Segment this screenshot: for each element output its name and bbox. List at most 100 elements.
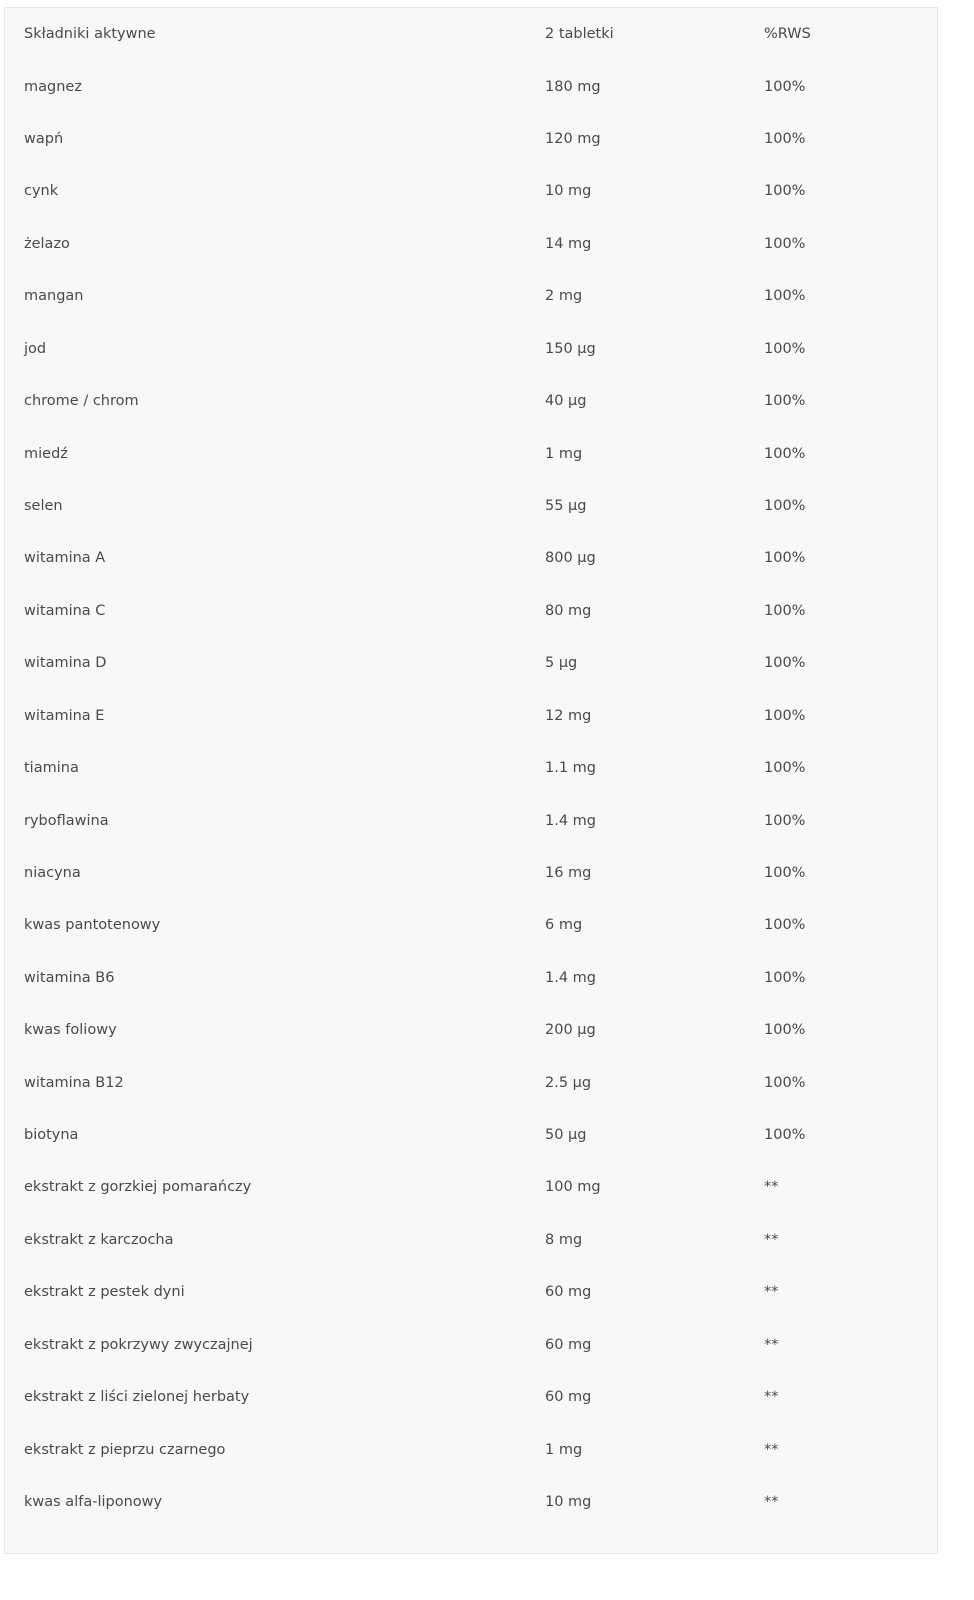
dose-cell: 60 mg	[545, 1389, 592, 1406]
dose-cell: 150 µg	[545, 340, 596, 357]
ingredient-cell: ekstrakt z pokrzywy zwyczajnej	[24, 1336, 253, 1353]
table-row: ekstrakt z liści zielonej herbaty 60 mg **	[5, 1371, 937, 1423]
ingredient-cell: witamina B12	[24, 1074, 124, 1091]
table-row: ekstrakt z pieprzu czarnego 1 mg **	[5, 1423, 937, 1475]
rws-cell: 100%	[764, 288, 806, 305]
table-header-row: Składniki aktywne 2 tabletki %RWS	[5, 8, 937, 60]
table-row: wapń 120 mg 100%	[5, 113, 937, 165]
rws-cell: 100%	[764, 235, 806, 252]
rws-cell: 100%	[764, 1022, 806, 1039]
dose-cell: 80 mg	[545, 602, 592, 619]
table-row: cynk 10 mg 100%	[5, 165, 937, 217]
rws-cell: 100%	[764, 1127, 806, 1144]
dose-cell: 60 mg	[545, 1336, 592, 1353]
rws-cell: **	[764, 1494, 779, 1511]
rws-cell: 100%	[764, 78, 806, 95]
ingredient-cell: magnez	[24, 78, 82, 95]
dose-cell: 1.4 mg	[545, 812, 596, 829]
rws-cell: 100%	[764, 969, 806, 986]
ingredient-cell: niacyna	[24, 864, 81, 881]
rws-cell: 100%	[764, 445, 806, 462]
table-row: ekstrakt z pokrzywy zwyczajnej 60 mg **	[5, 1319, 937, 1371]
rws-cell: 100%	[764, 602, 806, 619]
ingredient-cell: witamina E	[24, 707, 105, 724]
table-row: witamina D 5 µg 100%	[5, 637, 937, 689]
table-row: miedź 1 mg 100%	[5, 427, 937, 479]
ingredient-cell: witamina A	[24, 550, 106, 567]
rws-cell: **	[764, 1441, 779, 1458]
dose-cell: 120 mg	[545, 131, 601, 148]
rws-cell: **	[764, 1179, 779, 1196]
dose-cell: 200 µg	[545, 1022, 596, 1039]
rws-cell: 100%	[764, 917, 806, 934]
dose-cell: 40 µg	[545, 393, 587, 410]
ingredient-cell: ekstrakt z gorzkiej pomarańczy	[24, 1179, 252, 1196]
table-row: biotyna 50 µg 100%	[5, 1109, 937, 1161]
ingredient-cell: chrome / chrom	[24, 393, 139, 410]
table-row: jod 150 µg 100%	[5, 323, 937, 375]
ingredient-cell: kwas alfa-liponowy	[24, 1494, 163, 1511]
table-row: ekstrakt z gorzkiej pomarańczy 100 mg **	[5, 1161, 937, 1213]
dose-cell: 1 mg	[545, 445, 583, 462]
table-row: ekstrakt z karczocha 8 mg **	[5, 1214, 937, 1266]
rws-cell: 100%	[764, 864, 806, 881]
table-row: mangan 2 mg 100%	[5, 270, 937, 322]
rws-cell: 100%	[764, 498, 806, 514]
ingredient-cell: wapń	[24, 131, 64, 148]
ingredient-cell: selen	[24, 498, 63, 514]
rws-cell: 100%	[764, 707, 806, 724]
dose-cell: 1.4 mg	[545, 969, 596, 986]
table-row: magnez 180 mg 100%	[5, 60, 937, 112]
ingredient-cell: witamina C	[24, 602, 106, 619]
dose-cell: 16 mg	[545, 864, 592, 881]
ingredient-cell: ekstrakt z karczocha	[24, 1231, 174, 1248]
dose-cell: 12 mg	[545, 707, 592, 724]
table-row: witamina C 80 mg 100%	[5, 585, 937, 637]
dose-cell: 10 mg	[545, 183, 592, 200]
table-row: żelazo 14 mg 100%	[5, 218, 937, 270]
dose-cell: 1.1 mg	[545, 760, 596, 777]
table-row: witamina A 800 µg 100%	[5, 532, 937, 584]
table-row: witamina B12 2.5 µg 100%	[5, 1056, 937, 1108]
dose-cell: 50 µg	[545, 1127, 587, 1144]
rws-cell: **	[764, 1284, 779, 1301]
rws-cell: 100%	[764, 131, 806, 148]
ingredient-cell: ryboflawina	[24, 812, 109, 829]
dose-cell: 2 mg	[545, 288, 583, 305]
table-row: ryboflawina 1.4 mg 100%	[5, 794, 937, 846]
dose-cell: 800 µg	[545, 550, 596, 567]
ingredient-cell: jod	[24, 340, 47, 357]
ingredient-cell: biotyna	[24, 1127, 79, 1144]
ingredient-cell: mangan	[24, 288, 84, 305]
rws-cell: **	[764, 1389, 779, 1406]
rws-cell: 100%	[764, 812, 806, 829]
ingredients-table-container: Składniki aktywne 2 tabletki %RWS magnez…	[4, 7, 938, 1554]
table-row: ekstrakt z pestek dyni 60 mg **	[5, 1266, 937, 1318]
ingredients-table: Składniki aktywne 2 tabletki %RWS magnez…	[5, 8, 937, 1528]
rws-cell: 100%	[764, 1074, 806, 1091]
ingredient-cell: ekstrakt z liści zielonej herbaty	[24, 1389, 250, 1406]
ingredient-cell: witamina D	[24, 655, 107, 672]
ingredient-cell: cynk	[24, 183, 59, 200]
dose-cell: 14 mg	[545, 235, 592, 252]
dose-cell: 180 mg	[545, 78, 601, 95]
header-rws: %RWS	[764, 26, 811, 43]
rws-cell: **	[764, 1231, 779, 1248]
rws-cell: **	[764, 1336, 779, 1353]
table-row: kwas pantotenowy 6 mg 100%	[5, 899, 937, 951]
ingredient-cell: żelazo	[24, 235, 70, 252]
dose-cell: 6 mg	[545, 917, 583, 934]
rws-cell: 100%	[764, 183, 806, 200]
rws-cell: 100%	[764, 550, 806, 567]
dose-cell: 1 mg	[545, 1441, 583, 1458]
dose-cell: 100 mg	[545, 1179, 601, 1196]
table-row: chrome / chrom 40 µg 100%	[5, 375, 937, 427]
rws-cell: 100%	[764, 340, 806, 357]
ingredient-cell: tiamina	[24, 760, 79, 777]
dose-cell: 8 mg	[545, 1231, 583, 1248]
header-dose: 2 tabletki	[545, 26, 614, 43]
table-row: witamina B6 1.4 mg 100%	[5, 952, 937, 1004]
ingredient-cell: witamina B6	[24, 969, 115, 986]
dose-cell: 60 mg	[545, 1284, 592, 1301]
ingredient-cell: kwas pantotenowy	[24, 917, 161, 934]
